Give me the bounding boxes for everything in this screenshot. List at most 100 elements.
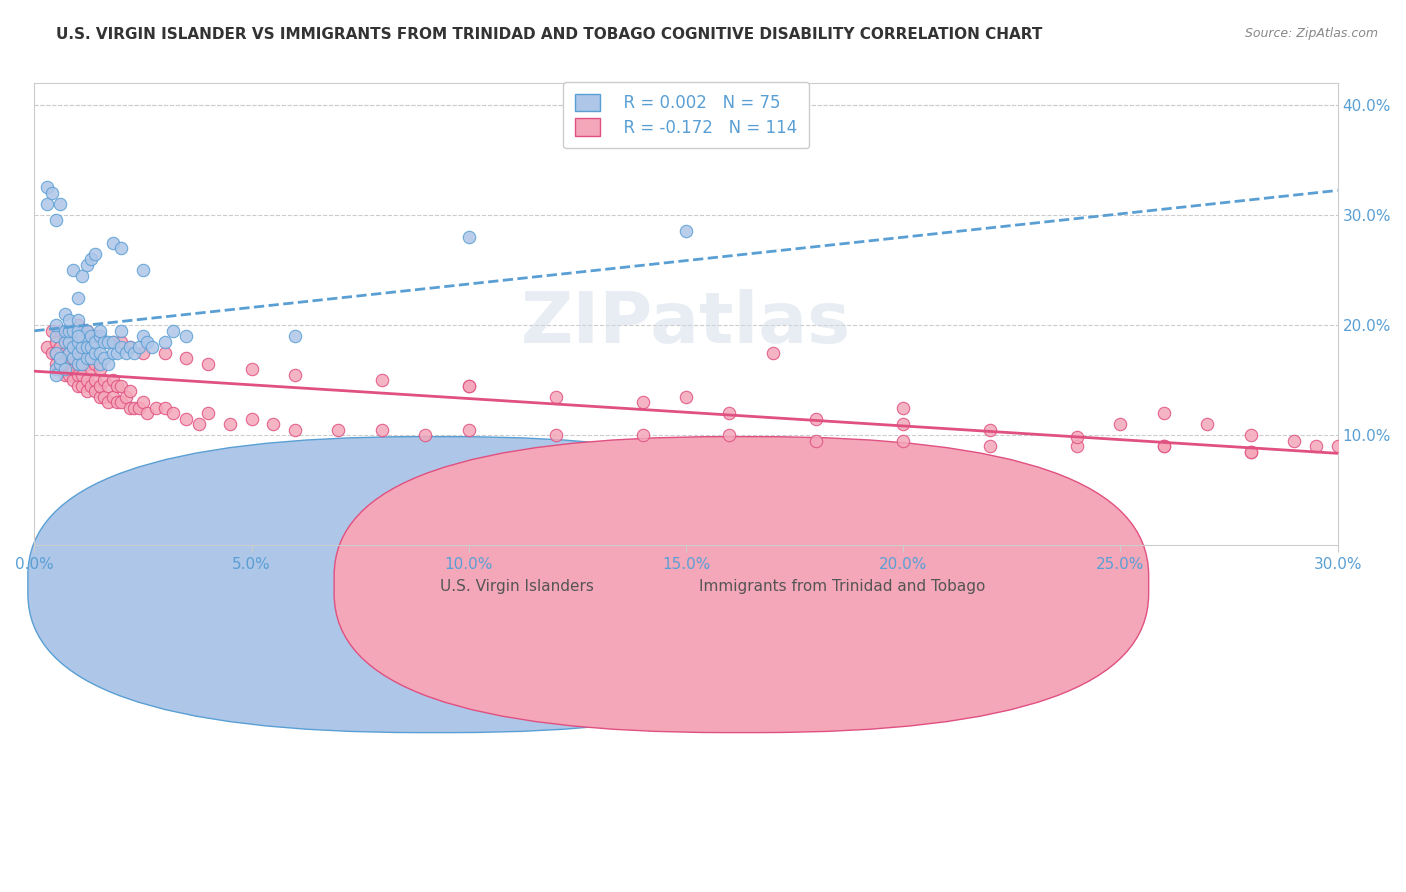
Point — [45, 334, 67, 349]
Point — [544, 428, 567, 442]
Point — [197, 357, 219, 371]
Point — [80, 329, 103, 343]
Point — [53, 357, 76, 371]
Point — [101, 345, 124, 359]
Point — [457, 230, 479, 244]
Point — [53, 334, 76, 349]
Point — [49, 362, 72, 376]
Point — [1282, 434, 1305, 448]
Point — [62, 351, 84, 365]
Point — [70, 329, 93, 343]
Point — [1153, 406, 1175, 420]
Point — [1066, 439, 1088, 453]
Point — [49, 351, 72, 365]
Point — [284, 423, 307, 437]
Point — [101, 334, 124, 349]
Point — [49, 197, 72, 211]
Point — [62, 362, 84, 376]
Point — [101, 373, 124, 387]
Point — [118, 401, 141, 415]
Point — [114, 390, 136, 404]
Point — [136, 406, 159, 420]
Point — [1197, 417, 1219, 432]
Point — [101, 390, 124, 404]
Point — [76, 384, 98, 399]
Point — [93, 373, 115, 387]
Point — [153, 401, 176, 415]
Point — [58, 345, 80, 359]
Point — [762, 345, 785, 359]
Point — [891, 434, 914, 448]
Point — [979, 423, 1001, 437]
Point — [118, 340, 141, 354]
Point — [457, 378, 479, 392]
Point — [262, 417, 284, 432]
Point — [58, 312, 80, 326]
Point — [49, 324, 72, 338]
Point — [93, 351, 115, 365]
Point — [141, 340, 163, 354]
Point — [53, 324, 76, 338]
Point — [45, 362, 67, 376]
Point — [1326, 439, 1348, 453]
Point — [80, 378, 103, 392]
Point — [188, 417, 211, 432]
Point — [58, 345, 80, 359]
Text: U.S. Virgin Islanders: U.S. Virgin Islanders — [440, 580, 593, 594]
Point — [1153, 439, 1175, 453]
Point — [84, 373, 107, 387]
Point — [89, 345, 111, 359]
Point — [53, 307, 76, 321]
Point — [675, 390, 697, 404]
Point — [45, 318, 67, 332]
Point — [53, 368, 76, 382]
Point — [45, 368, 67, 382]
Point — [371, 373, 394, 387]
Point — [53, 345, 76, 359]
Text: Immigrants from Trinidad and Tobago: Immigrants from Trinidad and Tobago — [699, 580, 986, 594]
Point — [84, 345, 107, 359]
Point — [58, 357, 80, 371]
Point — [70, 268, 93, 283]
Point — [118, 384, 141, 399]
Point — [284, 329, 307, 343]
Point — [37, 340, 59, 354]
Point — [457, 423, 479, 437]
Point — [76, 340, 98, 354]
Point — [49, 351, 72, 365]
Point — [62, 373, 84, 387]
Point — [53, 362, 76, 376]
Point — [162, 324, 184, 338]
Point — [806, 411, 828, 425]
Point — [45, 329, 67, 343]
Point — [105, 378, 128, 392]
Point — [80, 351, 103, 365]
Point — [66, 324, 89, 338]
Point — [89, 378, 111, 392]
Point — [718, 406, 741, 420]
Point — [1153, 439, 1175, 453]
Point — [153, 345, 176, 359]
Point — [218, 417, 240, 432]
Point — [1240, 444, 1263, 458]
Point — [62, 263, 84, 277]
Point — [66, 334, 89, 349]
Point — [105, 395, 128, 409]
Point — [70, 340, 93, 354]
Point — [124, 345, 146, 359]
Point — [132, 263, 155, 277]
Point — [371, 423, 394, 437]
Point — [76, 324, 98, 338]
Point — [110, 241, 132, 255]
Point — [53, 329, 76, 343]
Point — [1240, 428, 1263, 442]
Point — [58, 334, 80, 349]
Point — [284, 368, 307, 382]
Point — [110, 378, 132, 392]
Point — [89, 390, 111, 404]
Text: ZIPatlas: ZIPatlas — [522, 289, 851, 358]
Point — [66, 368, 89, 382]
Point — [66, 312, 89, 326]
Point — [328, 423, 350, 437]
Point — [84, 334, 107, 349]
